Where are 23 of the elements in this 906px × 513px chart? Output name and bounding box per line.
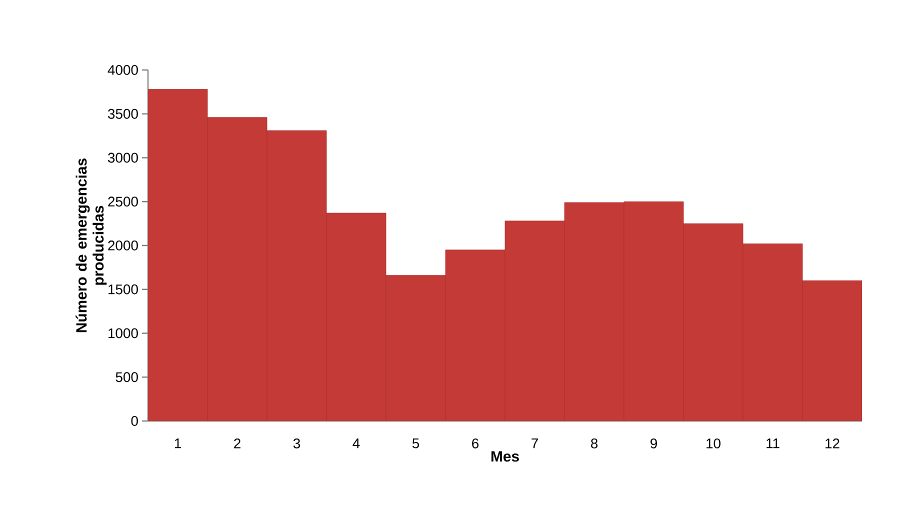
x-tick-label: 11 (766, 438, 780, 448)
y-tick-label: 3000 (108, 152, 138, 163)
x-tick-label: 6 (472, 438, 479, 448)
y-tick-label: 2500 (108, 196, 138, 207)
x-tick-label: 10 (706, 438, 720, 448)
y-tick-label: 1500 (108, 284, 138, 294)
y-tick-label: 1000 (108, 328, 138, 338)
x-tick-label: 5 (412, 438, 420, 448)
x-tick-label: 2 (234, 438, 240, 448)
x-axis-title: Mes (491, 451, 519, 462)
x-tick-label: 8 (590, 438, 598, 448)
y-tick-label: 500 (116, 372, 138, 382)
x-tick-label: 4 (352, 438, 360, 448)
x-tick-label: 1 (174, 438, 181, 448)
x-tick-label: 3 (293, 438, 300, 448)
x-tick-label: 12 (826, 438, 840, 448)
y-tick-label: 4000 (108, 65, 138, 75)
y-axis-title: Número de emergencias producidas (76, 158, 107, 332)
x-tick-label: 7 (532, 438, 538, 448)
y-tick-label: 2000 (108, 240, 138, 250)
y-tick-label: 0 (131, 416, 138, 426)
x-tick-label: 9 (650, 438, 657, 448)
y-tick-label: 3500 (108, 108, 138, 119)
